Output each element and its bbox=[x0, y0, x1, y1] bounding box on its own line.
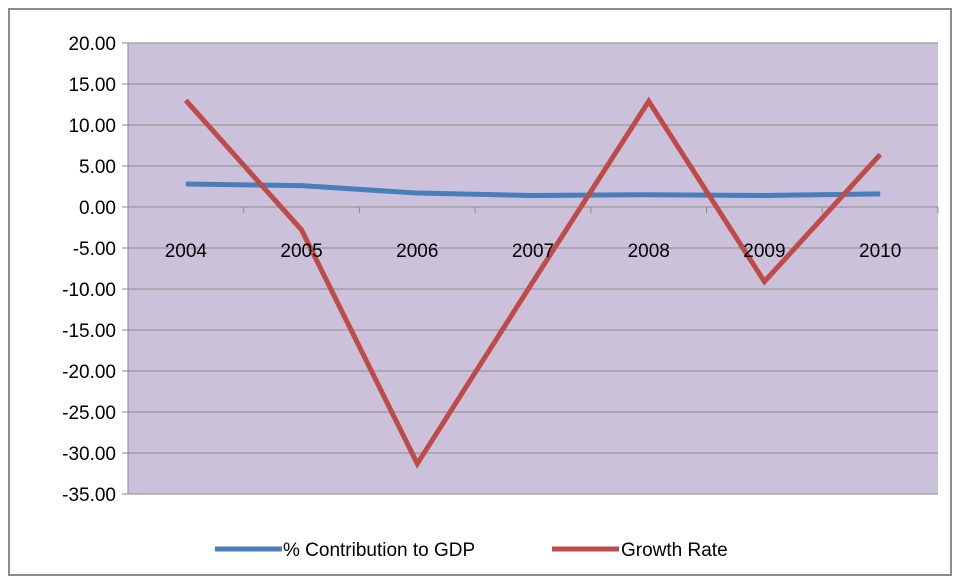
data-point bbox=[648, 194, 650, 196]
y-tick-label: -35.00 bbox=[62, 485, 116, 506]
y-tick-label: 15.00 bbox=[68, 75, 116, 96]
x-tick-label: 2009 bbox=[743, 241, 785, 262]
y-tick-label: -5.00 bbox=[73, 239, 116, 260]
legend-label: Growth Rate bbox=[621, 540, 728, 561]
x-tick-label: 2006 bbox=[396, 241, 438, 262]
plot-area bbox=[128, 43, 938, 494]
y-tick-label: 5.00 bbox=[79, 157, 116, 178]
data-point bbox=[763, 195, 765, 197]
x-tick-label: 2004 bbox=[165, 241, 208, 262]
x-tick-label: 2010 bbox=[859, 241, 901, 262]
y-tick-label: -25.00 bbox=[62, 403, 116, 424]
data-point bbox=[532, 281, 534, 283]
data-point bbox=[879, 154, 881, 156]
x-tick-label: 2008 bbox=[628, 241, 670, 262]
data-point bbox=[185, 99, 187, 101]
legend-label: % Contribution to GDP bbox=[283, 540, 475, 561]
y-tick-label: -30.00 bbox=[62, 444, 116, 465]
data-point bbox=[301, 185, 303, 187]
legend: % Contribution to GDP Growth Rate bbox=[215, 540, 728, 561]
data-point bbox=[185, 183, 187, 185]
data-point bbox=[532, 195, 534, 197]
y-tick-label: 0.00 bbox=[79, 198, 116, 219]
x-tick-label: 2005 bbox=[280, 241, 322, 262]
y-tick-label: 10.00 bbox=[68, 116, 116, 137]
y-tick-label: -15.00 bbox=[62, 321, 116, 342]
y-tick-label: -20.00 bbox=[62, 362, 116, 383]
data-point bbox=[879, 193, 881, 195]
data-point bbox=[301, 229, 303, 231]
data-point bbox=[648, 100, 650, 102]
data-point bbox=[763, 281, 765, 283]
y-tick-label: -10.00 bbox=[62, 280, 116, 301]
data-point bbox=[416, 463, 418, 465]
x-tick-label: 2007 bbox=[512, 241, 554, 262]
data-point bbox=[416, 192, 418, 194]
y-tick-label: 20.00 bbox=[68, 34, 116, 55]
